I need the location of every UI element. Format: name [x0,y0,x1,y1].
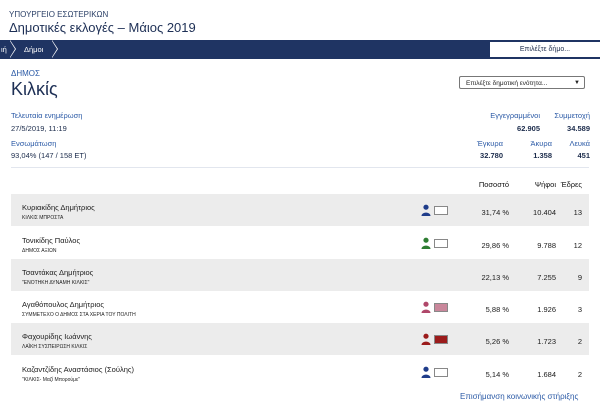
party-name: ΔΗΜΟΣ ΑΞΙΩΝ [22,248,57,254]
last-update-label: Τελευταία ενημέρωση [11,111,83,120]
party-color-swatch [434,335,448,344]
person-icon [421,204,431,216]
person-icon [421,333,431,345]
vote-count: 1.926 [537,305,556,314]
person-icon [421,366,431,378]
breadcrumb-item-municipalities[interactable]: Δήμοι [24,45,44,54]
chevron-down-icon: ▼ [574,80,580,86]
seat-count: 12 [573,241,582,250]
vote-percent: 5,88 % [485,305,509,314]
party-name: "ΕΝΟΤΗΚΗ ΔΥΝΑΜΗ ΚΙΛΚΙΣ" [22,280,90,286]
divider [11,167,589,168]
person-icon [421,237,431,249]
party-name: "ΚΙΛΚΙΣ- Μαζί Μπορούμε" [22,377,81,383]
municipal-unit-select-label: Επιλέξτε δημοτική ενότητα... [466,80,548,87]
select-municipality-button[interactable]: Επιλέξτε δήμο... [490,42,600,57]
valid-label: Έγκυρα [476,139,503,148]
blank-value: 451 [577,151,590,160]
breadcrumb: ιή Δήμοι [0,40,600,59]
blank-label: Λευκά [569,139,590,148]
page-title: Δημοτικές εκλογές – Μάιος 2019 [9,20,196,35]
table-row[interactable]: Αγαθόπουλος Δημήτριος ΣΥΜΜΕΤΕΧΟ Ο ΔΗΜΟΣ Σ… [11,291,589,323]
vote-count: 1.723 [537,337,556,346]
party-color-swatch [434,239,448,248]
person-icon [421,301,431,313]
table-row[interactable]: Καζαντζίδης Αναστάσιος (Σούλης) "ΚΙΛΚΙΣ- … [11,356,589,388]
candidate-name: Τσαντάκας Δημήτριος [22,268,94,277]
candidate-name: Τονικίδης Παύλος [22,236,81,245]
candidate-name: Καζαντζίδης Αναστάσιος (Σούλης) [22,365,134,374]
table-row[interactable]: Κυριακίδης Δημήτριος ΚΙΛΚΙΣ ΜΠΡΟΣΤΑ 31,74 … [11,194,589,226]
footer-link[interactable]: Επισήμανση κοινωνικής στήριξης [460,392,579,401]
site-header: ΥΠΟΥΡΓΕΙΟ ΕΣΩΤΕΡΙΚΩΝ Δημοτικές εκλογές –… [0,0,600,38]
vote-count: 10.404 [533,208,556,217]
seat-count: 13 [573,208,582,217]
candidate-name: Φαχουρίδης Ιωάννης [22,332,92,341]
vote-percent: 22,13 % [481,273,509,282]
column-header-votes: Ψήφοι [534,180,556,189]
party-color-swatch [434,368,448,377]
integration-label: Ενσωμάτωση [11,139,57,148]
vote-percent: 5,14 % [485,370,509,379]
registered-label: Εγγεγραμμένοι [490,111,540,120]
seat-count: 2 [577,370,582,379]
turnout-value: 34.589 [567,124,590,133]
municipality-label: ΔΗΜΟΣ [11,69,40,78]
vote-count: 1.684 [537,370,556,379]
vote-count: 7.255 [537,273,556,282]
party-name: ΛΑΪΚΗ ΣΥΣΠΕΙΡΩΣΗ ΚΙΛΚΙΣ [22,344,88,350]
table-row[interactable]: Τσαντάκας Δημήτριος "ΕΝΟΤΗΚΗ ΔΥΝΑΜΗ ΚΙΛΚΙ… [11,259,589,291]
party-color-swatch [434,206,448,215]
breadcrumb-item-previous[interactable]: ιή [1,45,7,54]
turnout-label: Συμμετοχή [554,111,590,120]
vote-count: 9.788 [537,241,556,250]
registered-value: 62.905 [517,124,540,133]
party-color-swatch [434,303,448,312]
municipal-unit-select[interactable]: Επιλέξτε δημοτική ενότητα... ▼ [459,76,585,89]
table-row[interactable]: Φαχουρίδης Ιωάννης ΛΑΪΚΗ ΣΥΣΠΕΙΡΩΣΗ ΚΙΛΚΙ… [11,323,589,355]
column-header-seats: Έδρες [560,180,582,189]
integration-value: 93,04% (147 / 158 ΕΤ) [11,151,87,160]
last-update-value: 27/5/2019, 11:19 [11,124,67,133]
invalid-value: 1.358 [533,151,552,160]
column-header-percent: Ποσοστό [478,180,509,189]
ministry-label: ΥΠΟΥΡΓΕΙΟ ΕΣΩΤΕΡΙΚΩΝ [9,10,109,19]
seat-count: 2 [577,337,582,346]
party-name: ΣΥΜΜΕΤΕΧΟ Ο ΔΗΜΟΣ ΣΤΑ ΧΕΡΙΑ ΤΟΥ ΠΟΛΙΤΗ [22,312,136,318]
valid-value: 32.780 [480,151,503,160]
invalid-label: Άκυρα [530,139,552,148]
seat-count: 3 [577,305,582,314]
vote-percent: 31,74 % [481,208,509,217]
seat-count: 9 [577,273,582,282]
municipality-name: Κιλκίς [11,79,58,99]
candidate-name: Αγαθόπουλος Δημήτριος [22,300,104,309]
vote-percent: 29,86 % [481,241,509,250]
party-name: ΚΙΛΚΙΣ ΜΠΡΟΣΤΑ [22,215,64,221]
table-row[interactable]: Τονικίδης Παύλος ΔΗΜΟΣ ΑΞΙΩΝ 29,86 % 9.788 1… [11,227,589,259]
candidate-name: Κυριακίδης Δημήτριος [22,203,95,212]
vote-percent: 5,26 % [485,337,509,346]
